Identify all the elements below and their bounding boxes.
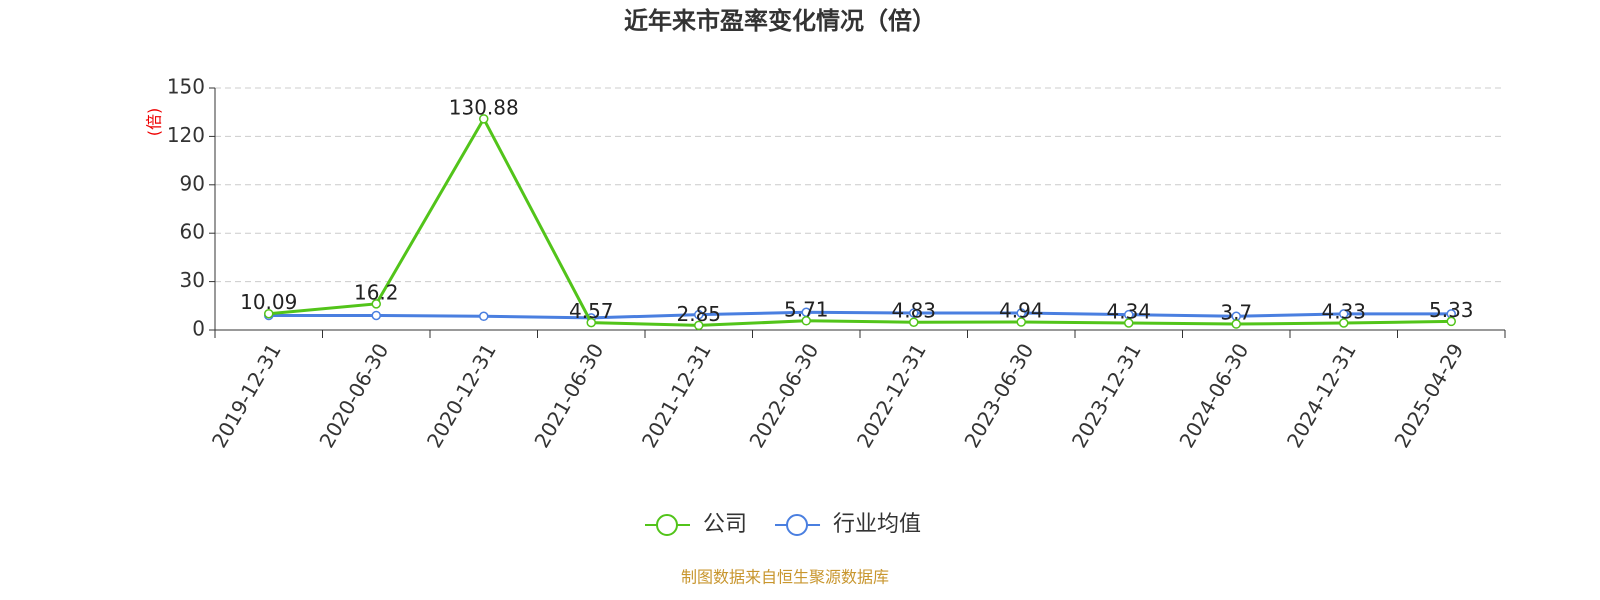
point [1016, 317, 1026, 327]
chart-title: 近年来市盈率变化情况（倍） [624, 7, 936, 35]
x-tick-label: 2021-06-30 [529, 339, 608, 452]
data-label: 16.2 [354, 280, 399, 304]
series-line [268, 115, 1452, 327]
y-tick-label: 120 [167, 123, 205, 147]
data-label: 4.34 [1106, 299, 1151, 323]
point [1231, 319, 1241, 329]
x-tick-label: 2020-06-30 [314, 339, 393, 452]
data-label: 4.57 [569, 299, 614, 323]
x-tick-label: 2024-06-30 [1174, 339, 1253, 452]
y-tick-label: 150 [167, 75, 205, 99]
legend-marker [786, 514, 809, 536]
point [1446, 316, 1456, 327]
x-tick-label: 2021-12-31 [637, 339, 716, 452]
series-line [268, 310, 1452, 320]
x-tick-label: 2024-12-31 [1282, 339, 1361, 452]
y-tick-label: 30 [180, 268, 205, 292]
data-label: 3.7 [1220, 301, 1252, 325]
point [1339, 318, 1349, 328]
point [479, 311, 489, 322]
y-tick-label: 90 [180, 171, 205, 195]
y-axis-label: (倍) [145, 108, 164, 137]
legend-marker [656, 514, 678, 536]
x-tick-label: 2022-06-30 [744, 339, 823, 452]
point [264, 308, 274, 319]
point [371, 299, 381, 309]
point [909, 308, 919, 318]
legend-label: 行业均值 [833, 512, 921, 537]
point [909, 317, 919, 327]
point [1124, 318, 1134, 328]
x-tick-label: 2019-12-31 [207, 339, 286, 452]
data-label: 5.71 [784, 297, 829, 321]
point [694, 309, 704, 320]
data-label: 5.33 [1429, 298, 1474, 322]
x-tick-label: 2023-12-31 [1067, 339, 1146, 452]
source-note: 制图数据来自恒生聚源数据库 [681, 568, 889, 587]
data-label: 4.33 [1321, 300, 1366, 324]
point [1339, 309, 1349, 319]
point [586, 317, 596, 328]
x-tick-label: 2020-12-31 [422, 339, 501, 452]
data-label: 4.83 [891, 299, 936, 323]
y-tick-label: 60 [180, 220, 205, 244]
data-label: 130.88 [449, 95, 519, 119]
data-label: 2.85 [676, 302, 721, 326]
point [1016, 308, 1026, 318]
x-tick-label: 2022-12-31 [852, 339, 931, 452]
point [801, 316, 811, 326]
point [479, 114, 489, 124]
x-tick-label: 2025-04-29 [1389, 339, 1468, 452]
point [371, 310, 381, 321]
data-label: 10.09 [240, 290, 297, 314]
point [694, 320, 704, 331]
data-label: 4.94 [999, 299, 1044, 323]
x-tick-label: 2023-06-30 [959, 339, 1038, 452]
legend-label: 公司 [703, 512, 747, 537]
y-tick-label: 0 [192, 317, 205, 341]
